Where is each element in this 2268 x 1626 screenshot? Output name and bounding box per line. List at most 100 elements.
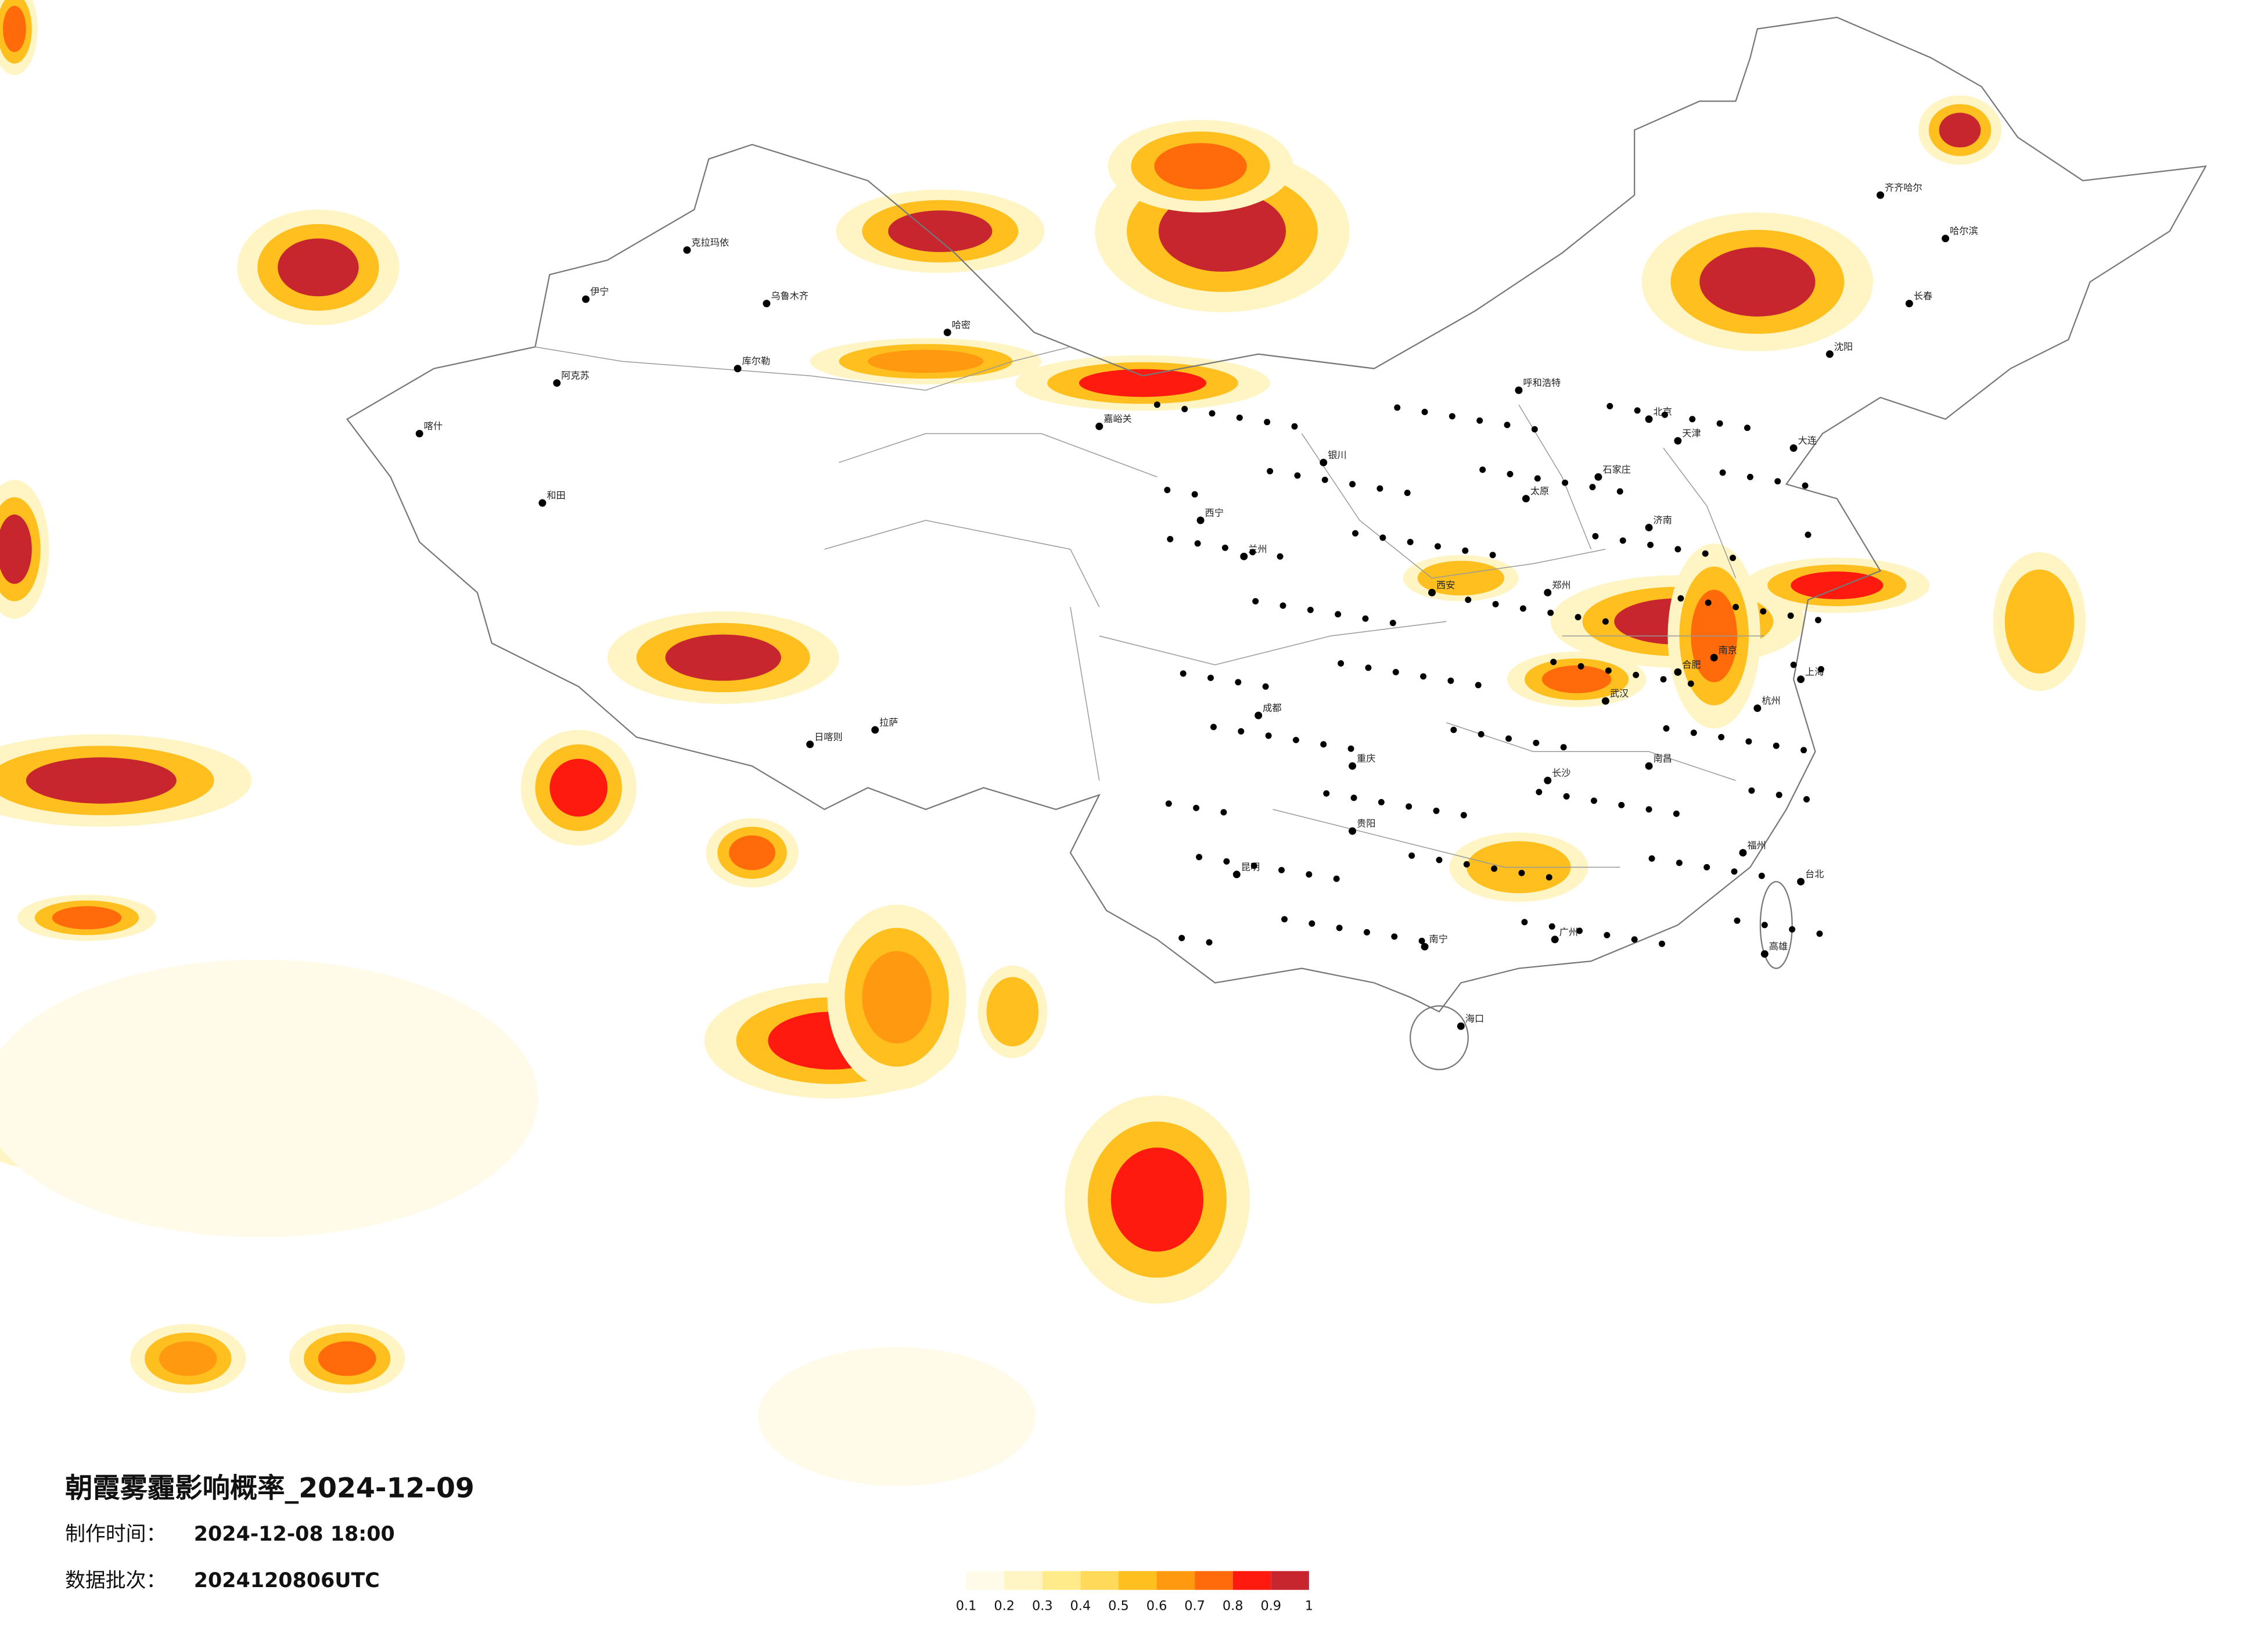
city-dot: [1877, 191, 1885, 199]
city-label: 长沙: [1552, 768, 1570, 779]
haze-core: [159, 1341, 217, 1376]
haze-core: [1110, 1147, 1204, 1252]
city-dot: [1292, 736, 1299, 743]
batch: 2024120806UTC: [194, 1569, 380, 1592]
city-dot: [1267, 467, 1274, 474]
city-dot: [1606, 402, 1613, 409]
city-label: 拉萨: [879, 717, 898, 728]
city-label: 克拉玛依: [691, 237, 729, 248]
city-dot: [1476, 417, 1483, 424]
city-dot: [538, 499, 547, 507]
city-label: 沈阳: [1834, 341, 1853, 352]
city-dot: [1349, 827, 1357, 835]
city-dot: [1479, 466, 1486, 473]
city-dot: [683, 246, 691, 254]
legend-label: 1: [1305, 1599, 1313, 1614]
city-label: 天津: [1682, 428, 1701, 439]
city-dot: [1645, 806, 1652, 813]
city-dot: [1333, 875, 1340, 882]
city-dot: [1504, 422, 1511, 429]
city-dot: [1817, 665, 1824, 672]
city-dot: [1436, 857, 1443, 864]
city-dot: [806, 740, 814, 749]
city-dot: [1323, 790, 1330, 797]
haze-core: [1541, 665, 1612, 693]
city-label: 乌鲁木齐: [771, 290, 808, 301]
city-dot: [1773, 742, 1780, 749]
city-label: 广州: [1559, 926, 1578, 937]
city-dot: [1533, 739, 1540, 746]
city-dot: [1942, 235, 1950, 243]
city-dot: [1418, 937, 1425, 944]
city-dot: [1394, 404, 1401, 411]
city-dot: [1421, 408, 1428, 415]
city-label: 银川: [1328, 449, 1346, 461]
made-label: 制作时间：: [65, 1523, 166, 1546]
haze-core: [665, 634, 781, 681]
city-dot: [1347, 745, 1354, 752]
city-dot: [1753, 704, 1762, 713]
legend-swatch: [1004, 1571, 1043, 1590]
haze-core: [1154, 143, 1247, 190]
city-dot: [1536, 789, 1543, 796]
city-dot: [1674, 668, 1682, 676]
province-lines: [535, 346, 1765, 868]
city-dot: [1633, 671, 1640, 678]
city-dot: [1519, 605, 1526, 612]
city-dot: [1592, 533, 1599, 539]
city-dot: [1590, 797, 1597, 804]
city-dot: [1338, 660, 1345, 667]
city-dot: [1362, 615, 1369, 622]
city-dot: [1207, 674, 1214, 681]
city-label: 哈尔滨: [1950, 225, 1978, 236]
batch-label: 数据批次：: [65, 1569, 166, 1592]
city-dot: [1548, 923, 1555, 930]
city-dot: [553, 379, 561, 387]
city-label: 齐齐哈尔: [1885, 182, 1922, 193]
city-label: 台北: [1805, 869, 1824, 880]
city-dot: [1448, 413, 1455, 420]
city-dot: [1349, 481, 1356, 488]
city-dot: [1690, 729, 1697, 736]
haze-layer: [0, 0, 2086, 1486]
hainan-outline: [1410, 1005, 1469, 1070]
city-dot: [1775, 792, 1782, 798]
city-dot: [1575, 614, 1582, 621]
city-dot: [1705, 599, 1712, 606]
city-dot: [1281, 916, 1288, 923]
city-dot: [1803, 796, 1810, 803]
city-dot: [1800, 747, 1807, 754]
legend-swatch: [966, 1571, 1005, 1590]
city-dot: [1790, 661, 1797, 668]
city-dot: [1663, 725, 1670, 732]
city-dot: [1191, 491, 1198, 498]
city-label: 西安: [1436, 580, 1455, 591]
city-dot: [1363, 929, 1370, 936]
city-dot: [1335, 611, 1342, 618]
city-dot: [1235, 679, 1242, 686]
legend-swatch: [1156, 1571, 1195, 1590]
city-dot: [1309, 920, 1315, 927]
city-dot: [1220, 809, 1227, 816]
legend-swatch: [1271, 1571, 1309, 1590]
city-dot: [1789, 444, 1798, 452]
city-dot: [1478, 731, 1485, 738]
city-dot: [1634, 407, 1641, 414]
city-dot: [1232, 870, 1241, 879]
haze-core: [868, 350, 984, 373]
city-label: 日喀则: [814, 731, 843, 742]
city-dot: [1475, 682, 1482, 689]
city-dot: [1605, 667, 1612, 674]
city-dot: [1522, 495, 1530, 503]
city-label: 西宁: [1205, 508, 1224, 519]
city-label: 海口: [1465, 1013, 1484, 1024]
city-dot: [1491, 865, 1498, 872]
city-dot: [1262, 683, 1269, 690]
legend-swatch: [1118, 1571, 1157, 1590]
city-dot: [1463, 861, 1470, 868]
city-dot: [1433, 807, 1440, 814]
city-dot: [1673, 810, 1680, 817]
city-dot: [1406, 803, 1412, 810]
